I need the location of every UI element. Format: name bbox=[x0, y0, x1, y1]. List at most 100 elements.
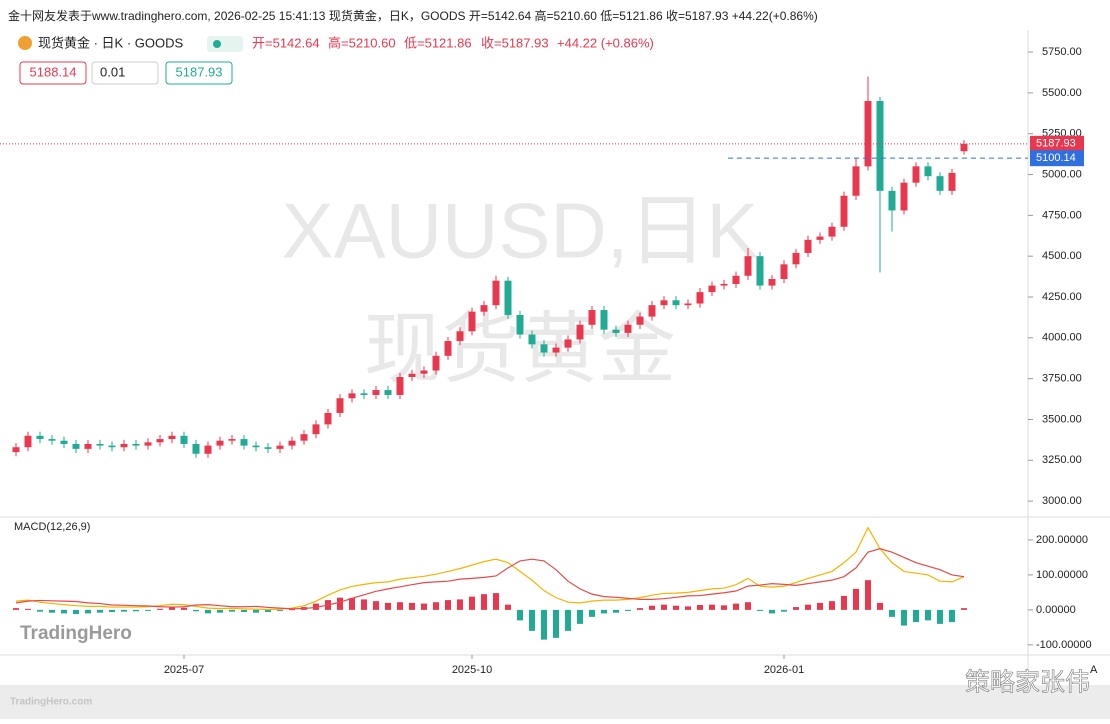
logo: TradingHero bbox=[20, 623, 132, 644]
candle-body bbox=[312, 424, 320, 435]
histogram-bar bbox=[949, 609, 955, 623]
candle-body bbox=[408, 373, 416, 378]
histogram-bar bbox=[469, 596, 475, 610]
candle-body bbox=[24, 435, 32, 448]
candle-body bbox=[144, 442, 152, 446]
price-tag-label: 5187.93 bbox=[1036, 138, 1076, 150]
histogram-bar bbox=[709, 604, 715, 610]
buy-price[interactable]: 5187.93 bbox=[176, 64, 223, 79]
qty[interactable]: 0.01 bbox=[100, 64, 125, 79]
candle-body bbox=[600, 310, 608, 330]
qty-box[interactable] bbox=[91, 61, 159, 85]
candle-body bbox=[948, 172, 956, 191]
candle-body bbox=[120, 443, 128, 448]
buy-box[interactable] bbox=[165, 61, 233, 85]
y-tick-label: 4250.00 bbox=[1042, 291, 1082, 303]
histogram-bar bbox=[109, 609, 115, 612]
candle-body bbox=[840, 195, 848, 227]
candle-body bbox=[564, 339, 572, 348]
candle-body bbox=[264, 447, 272, 449]
candle-body bbox=[192, 443, 200, 454]
histogram-bar bbox=[781, 609, 787, 612]
candle-body bbox=[780, 264, 788, 280]
candle-body bbox=[60, 440, 68, 444]
status-icon bbox=[207, 36, 243, 52]
y-tick-label: 3000.00 bbox=[1042, 495, 1082, 507]
histogram-bar bbox=[745, 602, 751, 610]
histogram-bar bbox=[541, 609, 547, 640]
histogram-bar bbox=[721, 605, 727, 610]
candle-body bbox=[420, 370, 428, 374]
candle-body bbox=[864, 101, 872, 167]
candle-body bbox=[900, 182, 908, 211]
histogram-bar bbox=[901, 609, 907, 626]
histogram-bar bbox=[925, 609, 931, 621]
candle-body bbox=[516, 314, 524, 335]
histogram-bar bbox=[133, 609, 139, 612]
histogram-bar bbox=[673, 605, 679, 610]
footer bbox=[0, 685, 1110, 719]
y-tick-label: 5750.00 bbox=[1042, 46, 1082, 58]
legend-close: 收=5187.93 bbox=[481, 35, 549, 50]
candle-body bbox=[444, 341, 452, 356]
candle-body bbox=[960, 143, 968, 152]
histogram-bar bbox=[157, 608, 163, 610]
histogram-bar bbox=[409, 602, 415, 610]
macd-line bbox=[15, 548, 965, 610]
signature: 策略家张伟 bbox=[965, 669, 1090, 697]
histogram-bar bbox=[481, 594, 487, 610]
status-dot bbox=[213, 40, 221, 48]
x-tick-label: 2026-01 bbox=[764, 664, 804, 676]
footer-logo: TradingHero.com bbox=[10, 697, 92, 708]
candle-body bbox=[732, 275, 740, 284]
histogram-bar bbox=[553, 609, 559, 638]
histogram-bar bbox=[961, 608, 967, 610]
candle-body bbox=[96, 443, 104, 446]
histogram-bar bbox=[445, 600, 451, 610]
candle-body bbox=[12, 447, 20, 453]
histogram-bar bbox=[565, 609, 571, 631]
histogram-bar bbox=[517, 609, 523, 621]
candle-body bbox=[156, 439, 164, 443]
histogram-bar bbox=[49, 609, 55, 613]
candle-body bbox=[432, 355, 440, 371]
symbol: 现货黄金 · 日K · GOODS bbox=[38, 35, 184, 50]
y-tick-label: 5500.00 bbox=[1042, 87, 1082, 99]
histogram-bar bbox=[253, 609, 259, 613]
candle-body bbox=[660, 300, 668, 306]
candle-body bbox=[468, 311, 476, 332]
histogram-bar bbox=[529, 609, 535, 631]
histogram-bar bbox=[277, 609, 283, 611]
candle-body bbox=[588, 310, 596, 325]
candle-body bbox=[792, 252, 800, 265]
y-tick-label: 200.00000 bbox=[1036, 534, 1088, 546]
histogram-bar bbox=[433, 602, 439, 610]
candle-body bbox=[684, 303, 692, 306]
x-tick-label: 2025-10 bbox=[452, 664, 492, 676]
candle-body bbox=[48, 439, 56, 441]
histogram-bar bbox=[733, 603, 739, 610]
y-tick-label: 4750.00 bbox=[1042, 209, 1082, 221]
histogram-bar bbox=[13, 608, 19, 610]
histogram-bar bbox=[625, 609, 631, 611]
sell-price[interactable]: 5188.14 bbox=[30, 64, 77, 79]
price-tag bbox=[1030, 135, 1084, 152]
histogram-bar bbox=[205, 609, 211, 614]
candle-body bbox=[204, 445, 212, 454]
sell-box[interactable] bbox=[19, 61, 87, 85]
candle-body bbox=[324, 412, 332, 425]
histogram-bar bbox=[97, 609, 103, 613]
candle-body bbox=[768, 279, 776, 286]
candle-body bbox=[36, 435, 44, 440]
candle-body bbox=[648, 305, 656, 317]
candle-body bbox=[84, 443, 92, 449]
candle-body bbox=[720, 283, 728, 286]
histogram-bar bbox=[493, 593, 499, 610]
candle-body bbox=[288, 440, 296, 446]
macd-title: MACD(12,26,9) bbox=[14, 521, 90, 533]
candle-body bbox=[492, 280, 500, 306]
histogram-bar bbox=[805, 604, 811, 610]
